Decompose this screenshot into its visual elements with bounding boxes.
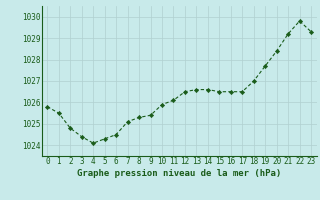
X-axis label: Graphe pression niveau de la mer (hPa): Graphe pression niveau de la mer (hPa) [77, 169, 281, 178]
